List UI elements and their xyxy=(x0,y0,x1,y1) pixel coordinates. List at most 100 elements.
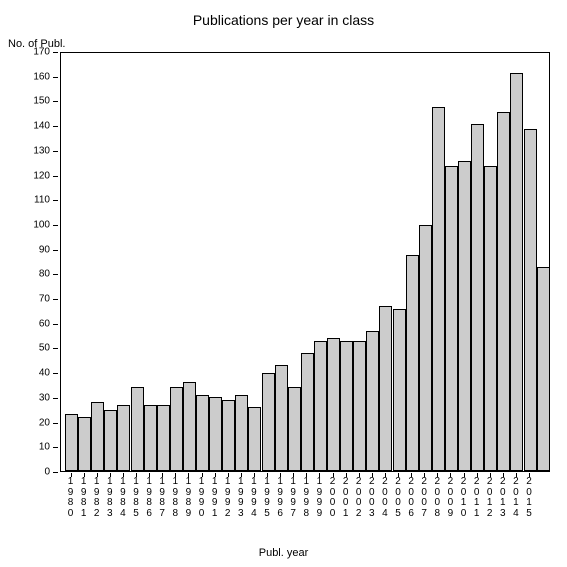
bar xyxy=(65,414,78,471)
y-tick-mark xyxy=(53,101,58,102)
x-tick-label: 1998 xyxy=(301,477,311,519)
bar xyxy=(406,255,419,471)
y-tick-label: 20 xyxy=(39,417,50,428)
bar xyxy=(183,382,196,471)
x-tick-label: 1980 xyxy=(66,477,76,519)
x-tick-label: 2003 xyxy=(367,477,377,519)
bar xyxy=(209,397,222,471)
bar xyxy=(196,395,209,471)
bar xyxy=(419,225,432,471)
y-tick-label: 110 xyxy=(34,195,50,206)
x-tick-label: 2002 xyxy=(354,477,364,519)
y-tick-label: 0 xyxy=(44,467,50,478)
x-tick-label: 2014 xyxy=(511,477,521,519)
y-tick-mark xyxy=(53,348,58,349)
y-tick-mark xyxy=(53,250,58,251)
x-tick-label: 1990 xyxy=(197,477,207,519)
x-tick-label: 1996 xyxy=(275,477,285,519)
x-tick-label: 1981 xyxy=(79,477,89,519)
x-tick-label: 1989 xyxy=(183,477,193,519)
bar xyxy=(235,395,248,471)
y-tick-label: 10 xyxy=(39,442,50,453)
y-tick-label: 130 xyxy=(33,145,50,156)
x-tick-label: 1997 xyxy=(288,477,298,519)
y-tick-mark xyxy=(53,472,58,473)
y-tick-label: 150 xyxy=(33,96,50,107)
y-tick-mark xyxy=(53,176,58,177)
x-tick-label: 1982 xyxy=(92,477,102,519)
y-tick-label: 60 xyxy=(39,318,50,329)
bar xyxy=(497,112,510,471)
bar xyxy=(327,338,340,471)
y-tick-label: 120 xyxy=(33,170,50,181)
bar xyxy=(379,306,392,471)
bar xyxy=(471,124,484,471)
bar xyxy=(131,387,144,471)
bar xyxy=(222,400,235,471)
x-tick-label: 2013 xyxy=(498,477,508,519)
x-tick-label: 1991 xyxy=(210,477,220,519)
bar xyxy=(484,166,497,471)
bar xyxy=(288,387,301,471)
x-tick-label: 2015 xyxy=(524,477,534,519)
bar xyxy=(353,341,366,471)
x-tick-label: 1993 xyxy=(236,477,246,519)
bar xyxy=(314,341,327,471)
bar xyxy=(445,166,458,471)
bar xyxy=(458,161,471,471)
x-tick-label: 2005 xyxy=(393,477,403,519)
y-tick-mark xyxy=(53,324,58,325)
bar xyxy=(537,267,550,471)
bar xyxy=(262,373,275,471)
x-tick-label: 1999 xyxy=(314,477,324,519)
y-tick-mark xyxy=(53,423,58,424)
y-tick-label: 30 xyxy=(39,392,50,403)
bar xyxy=(78,417,91,471)
chart-container: Publications per year in class No. of Pu… xyxy=(0,0,567,567)
y-tick-label: 100 xyxy=(33,219,50,230)
y-tick-mark xyxy=(53,373,58,374)
x-tick-label: 2006 xyxy=(406,477,416,519)
x-tick-label: 1983 xyxy=(105,477,115,519)
y-tick-label: 70 xyxy=(39,294,50,305)
bar xyxy=(524,129,537,471)
x-tick-label: 2004 xyxy=(380,477,390,519)
plot-area xyxy=(60,52,550,472)
y-tick-mark xyxy=(53,447,58,448)
x-tick-label: 1987 xyxy=(157,477,167,519)
bar xyxy=(170,387,183,471)
x-tick-label: 1986 xyxy=(144,477,154,519)
y-tick-mark xyxy=(53,299,58,300)
chart-title: Publications per year in class xyxy=(0,12,567,28)
x-tick-label: 2007 xyxy=(419,477,429,519)
y-tick-label: 170 xyxy=(33,47,50,58)
x-tick-label: 1995 xyxy=(262,477,272,519)
y-tick-mark xyxy=(53,225,58,226)
y-tick-mark xyxy=(53,274,58,275)
x-ticks: 1980198119821983198419851986198719881989… xyxy=(60,473,550,533)
y-tick-label: 140 xyxy=(33,121,50,132)
bar xyxy=(340,341,353,471)
bar xyxy=(366,331,379,471)
bar xyxy=(301,353,314,471)
x-tick-label: 1992 xyxy=(223,477,233,519)
bar xyxy=(91,402,104,471)
y-tick-mark xyxy=(53,52,58,53)
x-tick-label: 2011 xyxy=(472,477,482,519)
bar xyxy=(144,405,157,471)
y-tick-label: 50 xyxy=(39,343,50,354)
bar xyxy=(248,407,261,471)
x-tick-label: 2000 xyxy=(328,477,338,519)
bar xyxy=(432,107,445,471)
x-tick-label: 1988 xyxy=(170,477,180,519)
bars-group xyxy=(61,53,549,471)
y-tick-label: 160 xyxy=(33,71,50,82)
y-tick-label: 40 xyxy=(39,368,50,379)
y-tick-label: 90 xyxy=(39,244,50,255)
bar xyxy=(510,73,523,471)
y-tick-mark xyxy=(53,77,58,78)
bar xyxy=(117,405,130,471)
bar xyxy=(104,410,117,471)
y-tick-label: 80 xyxy=(39,269,50,280)
x-tick-label: 2009 xyxy=(445,477,455,519)
